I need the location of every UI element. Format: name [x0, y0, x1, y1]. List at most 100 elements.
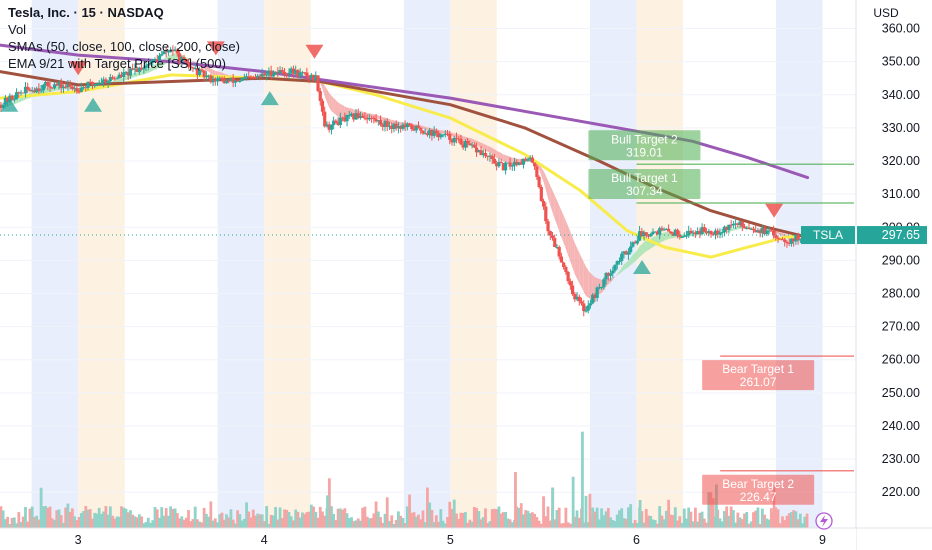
volume-bar [785, 515, 789, 528]
candle-body [620, 253, 624, 261]
candle-body [595, 287, 599, 298]
ema-cloud-bull [751, 227, 754, 229]
candle-body [378, 120, 383, 125]
ema-cloud-bear [342, 105, 345, 118]
legend-vol[interactable]: Vol [8, 22, 27, 37]
ema-cloud-bear [778, 231, 781, 236]
candle-body [539, 187, 543, 201]
candle-body [316, 75, 320, 92]
price-tick-label: 350.00 [882, 55, 920, 69]
ema-cloud-bear [494, 149, 497, 158]
legend-ema[interactable]: EMA 9/21 with Target Price [SS] (500) [8, 56, 226, 71]
volume-bar [787, 513, 791, 528]
candle-body [559, 256, 564, 263]
candle-body [566, 271, 570, 282]
candle-body [796, 235, 800, 240]
ema-cloud-bear [565, 220, 569, 256]
volume-bar [428, 502, 432, 528]
candle-body [600, 287, 604, 289]
volume-bar [622, 518, 626, 528]
ema-cloud-bear [766, 229, 770, 231]
candle-body [142, 68, 146, 70]
volume-bar [278, 507, 282, 528]
candle-body [251, 76, 255, 78]
volume-bar [115, 516, 119, 528]
ema-cloud-bear [483, 143, 486, 151]
candle-body [664, 228, 668, 230]
ema-cloud-bull [47, 87, 51, 93]
candle-body [383, 121, 387, 127]
candle-body [588, 303, 593, 306]
candle-body [106, 81, 110, 84]
candle-body [325, 124, 329, 127]
candle-body [363, 117, 367, 119]
replay-icon[interactable] [815, 512, 833, 530]
volume-bar [33, 516, 36, 528]
volume-bar [510, 522, 514, 528]
ema-cloud-bear [382, 117, 386, 122]
volume-bar [26, 521, 30, 528]
volume-bar [776, 509, 780, 528]
candle-body [624, 251, 628, 255]
candle-body [102, 79, 106, 84]
volume-bar [164, 508, 168, 528]
ema-cloud-bear [505, 155, 508, 163]
volume-bar [711, 498, 715, 528]
candle-body [778, 238, 782, 240]
ema-cloud-bull [666, 231, 669, 240]
volume-bar [347, 518, 351, 528]
ema-cloud-bull [121, 77, 124, 82]
buy-signal-marker [84, 97, 103, 112]
volume-bar [537, 520, 541, 528]
volume-bar [120, 506, 123, 528]
volume-bar [669, 514, 673, 528]
volume-bar [488, 521, 492, 528]
candle-body [227, 80, 231, 82]
volume-bar [455, 513, 458, 528]
volume-bar [100, 514, 103, 528]
ema-cloud-bear [769, 229, 772, 231]
ema-cloud-bull [139, 71, 142, 76]
target-value-1: 319.01 [626, 145, 663, 159]
volume-bar [631, 523, 635, 528]
volume-bar [211, 520, 215, 528]
currency-label[interactable]: USD [873, 6, 899, 20]
candle-body [358, 115, 363, 118]
candle-body [725, 226, 729, 230]
candle-body [734, 223, 738, 225]
volume-bar [461, 512, 465, 528]
candle-body [751, 228, 756, 231]
volume-bar [700, 511, 704, 528]
candle-body [432, 130, 436, 136]
candle-body [691, 232, 695, 234]
candle-body [271, 74, 275, 77]
symbol-tag [801, 226, 855, 245]
ema-cloud-bear [476, 140, 479, 147]
volume-bar [338, 508, 342, 528]
ema-cloud-bear [326, 89, 330, 108]
volume-bar [8, 523, 12, 528]
legend-symbol[interactable]: Tesla, Inc. · 15 · NASDAQ [8, 5, 164, 20]
candle-body [479, 150, 483, 156]
candle-body [738, 221, 742, 225]
candle-body [43, 82, 48, 85]
volume-bar [242, 518, 246, 528]
volume-bar [198, 521, 202, 528]
candle-body [608, 273, 613, 276]
candle-body [667, 228, 671, 232]
ema-cloud-bull [123, 76, 126, 81]
candle-body [191, 67, 195, 69]
candle-body [577, 296, 581, 302]
ema-cloud-bear [398, 121, 401, 126]
ema-cloud-bull [175, 53, 178, 60]
candle-body [119, 74, 124, 77]
ema-cloud-bear [539, 164, 542, 176]
volume-bar [249, 517, 253, 528]
volume-bar [760, 508, 764, 528]
ema-cloud-bear [391, 119, 394, 125]
volume-bar [493, 508, 496, 528]
candle-body [14, 92, 19, 100]
legend-smas[interactable]: SMAs (50, close, 100, close, 200, close) [8, 39, 240, 54]
